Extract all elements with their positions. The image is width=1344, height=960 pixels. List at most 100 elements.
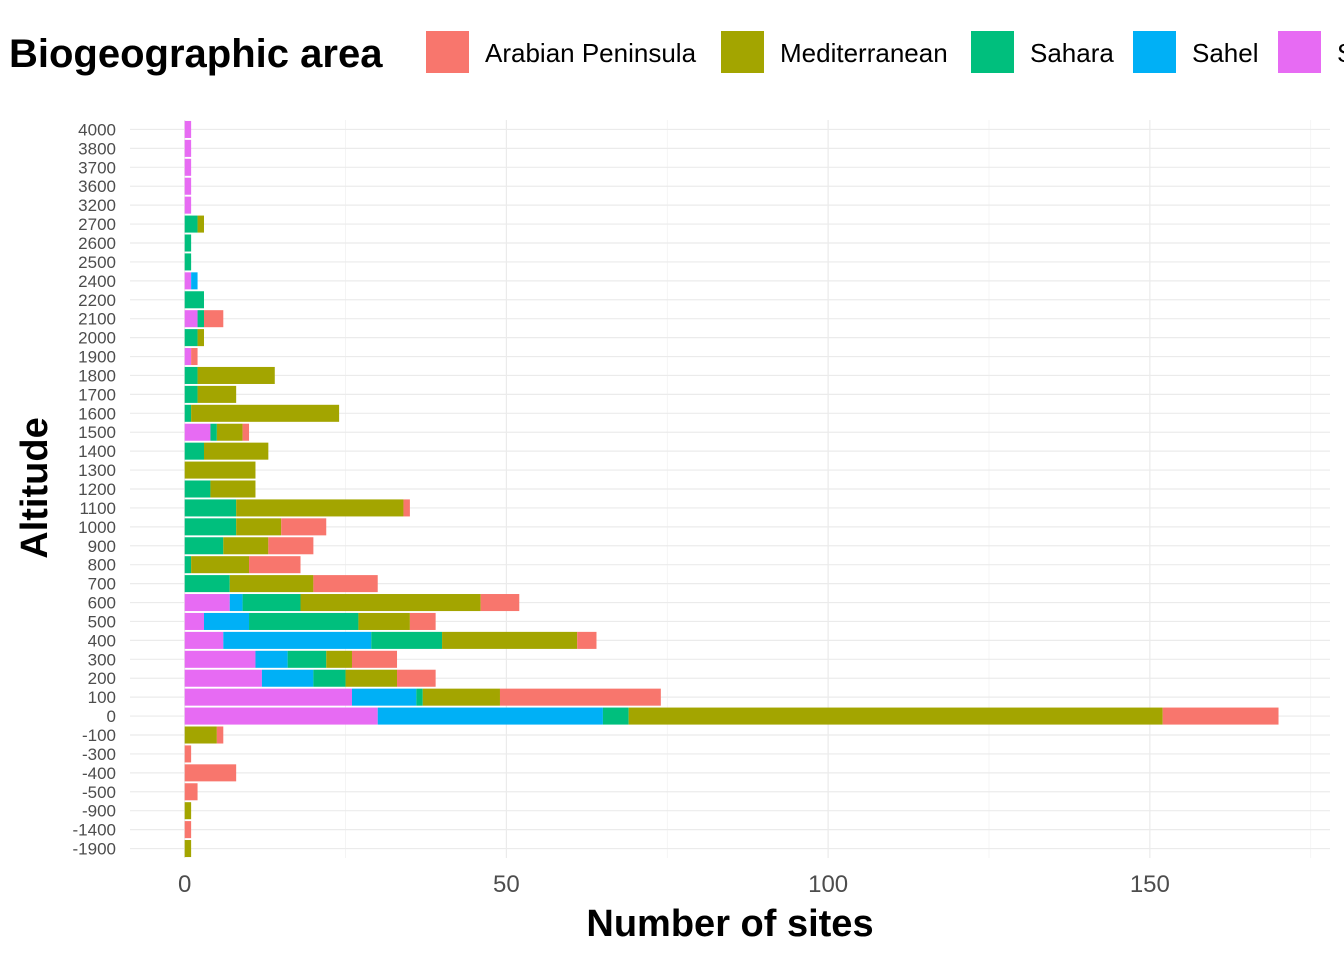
bar-segment — [184, 385, 198, 403]
bar-segment — [184, 480, 211, 498]
bar-segment — [236, 518, 282, 536]
bar-segment — [184, 594, 230, 612]
bar-segment — [281, 518, 327, 536]
bar-segment — [184, 631, 224, 649]
legend-key — [1278, 31, 1321, 73]
x-tick-label: 50 — [493, 871, 520, 898]
y-tick-label: 1200 — [78, 480, 116, 499]
y-tick-label: 1800 — [78, 366, 116, 385]
x-tick-label: 150 — [1130, 871, 1170, 898]
x-tick-label: 100 — [808, 871, 848, 898]
y-axis-title: Altitude — [14, 417, 56, 558]
y-tick-label: 1900 — [78, 348, 116, 367]
y-tick-label: 2000 — [78, 329, 116, 348]
bar-segment — [1162, 707, 1279, 725]
y-tick-label: 600 — [88, 594, 116, 613]
y-tick-label: 1000 — [78, 518, 116, 537]
bars-layer — [184, 120, 1279, 858]
x-axis-title: Number of sites — [586, 903, 873, 945]
y-tick-label: 900 — [88, 537, 116, 556]
bar-segment — [184, 612, 204, 630]
bar-segment — [345, 669, 398, 687]
bar-segment — [229, 594, 243, 612]
x-tick-label: 0 — [178, 871, 191, 898]
y-tick-label: 1300 — [78, 461, 116, 480]
y-tick-label: 1700 — [78, 385, 116, 404]
bar-segment — [351, 650, 398, 668]
y-tick-label: 2400 — [78, 272, 116, 291]
bar-segment — [184, 423, 211, 441]
bar-segment — [261, 669, 314, 687]
bar-segment — [223, 631, 372, 649]
bar-segment — [210, 480, 256, 498]
bar-segment — [184, 537, 224, 555]
bar-segment — [184, 840, 192, 858]
legend-key — [721, 31, 764, 73]
bar-segment — [499, 688, 661, 706]
bar-segment — [184, 272, 192, 290]
bar-segment — [300, 594, 481, 612]
bar-segment — [184, 688, 352, 706]
y-tick-label: 400 — [88, 631, 116, 650]
bar-segment — [371, 631, 443, 649]
y-tick-label: 3200 — [78, 196, 116, 215]
y-tick-label: 500 — [88, 612, 116, 631]
bar-segment — [197, 385, 237, 403]
bar-segment — [184, 139, 192, 157]
bar-segment — [416, 688, 423, 706]
bar-segment — [409, 612, 436, 630]
bar-segment — [184, 120, 192, 138]
bar-segment — [242, 423, 250, 441]
bar-segment — [184, 310, 198, 328]
y-tick-label: 2100 — [78, 310, 116, 329]
bar-segment — [203, 612, 250, 630]
y-tick-label: 1500 — [78, 423, 116, 442]
bar-segment — [184, 442, 204, 460]
bar-segment — [197, 215, 204, 233]
bar-segment — [184, 499, 237, 517]
bar-segment — [203, 310, 224, 328]
bar-segment — [313, 575, 378, 593]
bar-segment — [184, 726, 217, 744]
bar-segment — [577, 631, 597, 649]
legend-key — [426, 31, 469, 73]
bar-segment — [191, 272, 198, 290]
y-tick-label: 2500 — [78, 253, 116, 272]
bar-segment — [184, 821, 192, 839]
bar-segment — [602, 707, 629, 725]
y-tick-label: 200 — [88, 669, 116, 688]
bar-segment — [184, 291, 204, 309]
bar-segment — [397, 669, 436, 687]
legend-key — [1133, 31, 1176, 73]
bar-segment — [184, 461, 256, 479]
y-tick-label: 3800 — [78, 139, 116, 158]
y-tick-label: 800 — [88, 556, 116, 575]
bar-segment — [377, 707, 603, 725]
y-tick-labels: -1900-1400-900-500-400-300-1000100200300… — [73, 120, 116, 858]
bar-segment — [358, 612, 410, 630]
bar-segment — [210, 423, 217, 441]
y-tick-label: 1100 — [79, 499, 116, 518]
bar-segment — [184, 253, 192, 271]
y-tick-label: 300 — [88, 650, 116, 669]
bar-segment — [255, 650, 288, 668]
bar-segment — [184, 196, 192, 214]
bar-segment — [184, 215, 198, 233]
bar-segment — [313, 669, 346, 687]
bar-segment — [442, 631, 578, 649]
bar-segment — [184, 764, 237, 782]
y-tick-label: 1600 — [78, 404, 116, 423]
y-tick-label: 700 — [88, 575, 116, 594]
bar-segment — [184, 707, 378, 725]
bar-segment — [249, 556, 301, 574]
bar-segment — [403, 499, 410, 517]
bar-segment — [216, 423, 243, 441]
bar-segment — [287, 650, 327, 668]
bar-segment — [184, 366, 198, 384]
y-tick-label: -500 — [82, 783, 116, 802]
bar-segment — [184, 348, 192, 366]
bar-segment — [229, 575, 314, 593]
bar-segment — [184, 575, 230, 593]
bar-segment — [184, 745, 192, 763]
bar-segment — [326, 650, 352, 668]
